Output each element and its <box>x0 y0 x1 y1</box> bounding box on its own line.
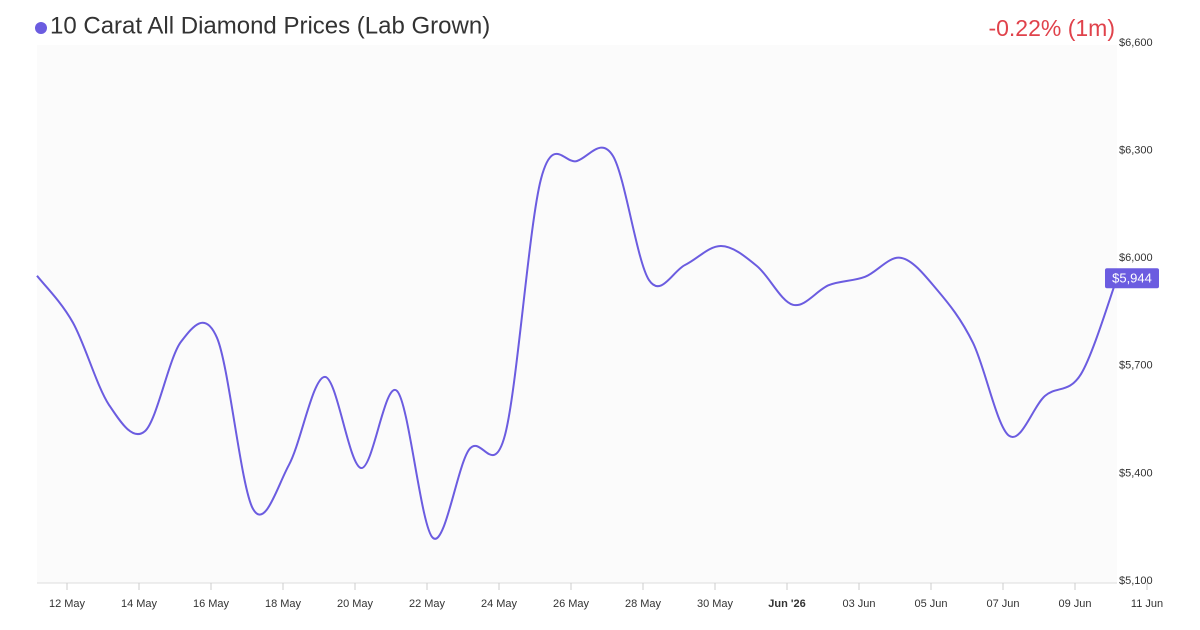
x-tick-label: 28 May <box>625 598 662 610</box>
x-tick-label: 11 Jun <box>1131 598 1163 610</box>
x-tick-label: 09 Jun <box>1058 598 1091 610</box>
last-value-badge <box>1105 268 1159 289</box>
x-tick-label: 26 May <box>553 598 590 610</box>
y-tick-label: $6,300 <box>1119 145 1153 157</box>
x-tick-label: 12 May <box>49 598 86 610</box>
x-tick-label: 07 Jun <box>986 598 1019 610</box>
y-tick-label: $5,100 <box>1119 575 1153 587</box>
chart-title: 10 Carat All Diamond Prices (Lab Grown) <box>50 12 490 39</box>
x-tick-label: 20 May <box>337 598 374 610</box>
x-tick-label: 16 May <box>193 598 230 610</box>
plot-area <box>37 45 1117 583</box>
y-tick-label: $6,000 <box>1119 252 1153 264</box>
y-tick-label: $5,400 <box>1119 467 1153 479</box>
y-tick-label: $5,700 <box>1119 360 1153 372</box>
x-tick-label: Jun '26 <box>768 598 805 610</box>
x-tick-label: 30 May <box>697 598 734 610</box>
x-tick-label: 24 May <box>481 598 518 610</box>
price-line <box>36 146 1118 540</box>
y-tick-label: $6,600 <box>1119 37 1153 49</box>
x-tick-label: 22 May <box>409 598 446 610</box>
x-tick-label: 18 May <box>265 598 302 610</box>
x-tick-label: 05 Jun <box>914 598 947 610</box>
x-tick-label: 14 May <box>121 598 158 610</box>
last-value-label: $5,944 <box>1112 271 1152 286</box>
x-tick-label: 03 Jun <box>842 598 875 610</box>
change-label: -0.22% (1m) <box>988 15 1115 41</box>
legend-dot <box>35 22 47 34</box>
